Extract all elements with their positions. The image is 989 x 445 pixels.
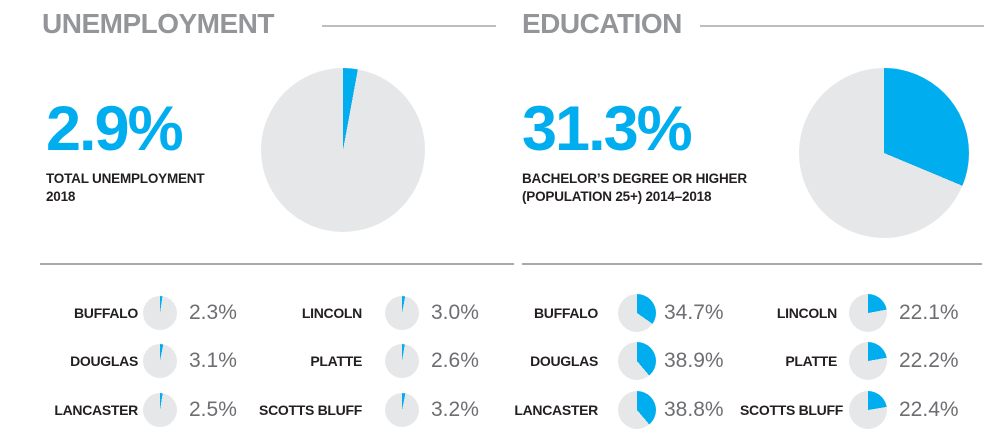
county-row-douglas-unemployment: DOUGLAS 3.1% (40, 342, 237, 380)
stat-label-line1: BACHELOR’S DEGREE OR HIGHER (522, 171, 747, 186)
county-label: PLATTE (785, 353, 837, 369)
county-value: 3.0% (431, 301, 479, 324)
county-pie (385, 296, 419, 330)
county-label: LINCOLN (776, 305, 837, 321)
section-title-education: EDUCATION (522, 8, 682, 39)
county-row-lancaster-unemployment: LANCASTER 2.5% (40, 391, 237, 429)
stat-block-unemployment: 2.9% TOTAL UNEMPLOYMENT 2018 (46, 94, 205, 206)
county-pie (618, 294, 656, 332)
county-value: 3.2% (431, 398, 479, 421)
county-pie (618, 391, 656, 429)
stat-label-line2: (POPULATION 25+) 2014–2018 (522, 189, 712, 205)
county-row-platte-unemployment: PLATTE 2.6% (237, 342, 479, 380)
county-value: 38.9% (664, 349, 724, 372)
county-row-buffalo-education: BUFFALO 34.7% (490, 294, 724, 332)
county-value: 2.5% (189, 398, 237, 421)
county-value: 22.4% (899, 398, 959, 421)
county-label: DOUGLAS (70, 353, 138, 369)
county-pie (849, 342, 887, 380)
county-label: BUFFALO (533, 305, 598, 321)
county-pie (849, 294, 887, 332)
county-pie (849, 391, 887, 429)
stat-value-education: 31.3% (522, 94, 693, 164)
county-row-platte-education: PLATTE 22.2% (740, 342, 959, 380)
county-label: DOUGLAS (530, 353, 598, 369)
county-label: LINCOLN (301, 305, 362, 321)
county-pie (618, 342, 656, 380)
county-row-lancaster-education: LANCASTER 38.8% (490, 391, 724, 429)
county-pie (143, 344, 177, 378)
county-value: 2.3% (189, 301, 237, 324)
county-pie (385, 393, 419, 427)
county-label: SCOTTS BLUFF (740, 402, 843, 418)
county-label: LANCASTER (54, 402, 138, 418)
county-pie (143, 393, 177, 427)
stat-value-unemployment: 2.9% (46, 94, 184, 164)
stat-block-education: 31.3% BACHELOR’S DEGREE OR HIGHER (POPUL… (522, 98, 747, 206)
county-value: 3.1% (189, 349, 237, 372)
section-divider-unemployment (40, 263, 514, 265)
county-pie (385, 344, 419, 378)
county-row-douglas-education: DOUGLAS 38.9% (490, 342, 724, 380)
pie-chart-unemployment (261, 68, 425, 232)
county-value: 22.2% (899, 349, 959, 372)
county-value: 38.8% (664, 398, 724, 421)
county-label: LANCASTER (514, 402, 598, 418)
county-value: 34.7% (664, 301, 724, 324)
county-label: SCOTTS BLUFF (259, 402, 362, 418)
header-rule-education (700, 25, 984, 27)
county-row-buffalo-unemployment: BUFFALO 2.3% (40, 294, 237, 332)
county-pie (143, 296, 177, 330)
county-row-lincoln-unemployment: LINCOLN 3.0% (237, 294, 479, 332)
county-label: PLATTE (310, 353, 362, 369)
county-value: 2.6% (431, 349, 479, 372)
header-rule-unemployment (322, 25, 496, 27)
section-title-unemployment: UNEMPLOYMENT (42, 8, 275, 39)
stat-label-line2: 2018 (46, 189, 76, 205)
county-row-scottsbluff-education: SCOTTS BLUFF 22.4% (740, 391, 959, 429)
pie-chart-education (799, 68, 969, 238)
section-divider-education (522, 263, 982, 265)
county-value: 22.1% (899, 301, 959, 324)
stat-label-unemployment: TOTAL UNEMPLOYMENT 2018 (46, 170, 205, 206)
stat-label-education: BACHELOR’S DEGREE OR HIGHER (POPULATION … (522, 170, 747, 206)
county-label: BUFFALO (73, 305, 138, 321)
county-row-scottsbluff-unemployment: SCOTTS BLUFF 3.2% (237, 391, 479, 429)
county-row-lincoln-education: LINCOLN 22.1% (740, 294, 959, 332)
stat-label-line1: TOTAL UNEMPLOYMENT (46, 171, 205, 186)
